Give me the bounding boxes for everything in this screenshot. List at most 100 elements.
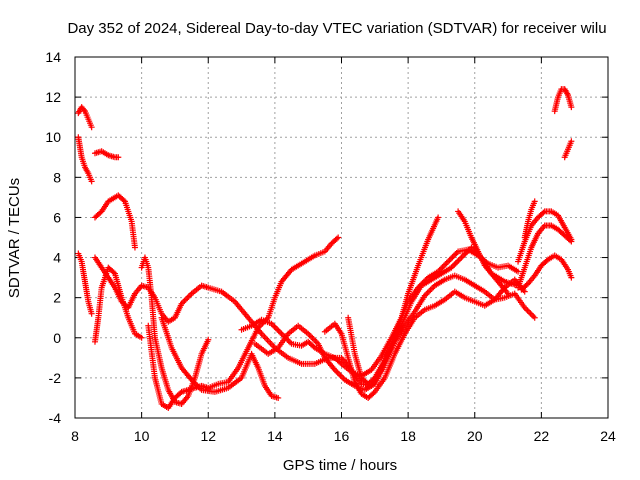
series-arc-i [145,234,342,411]
data-point [455,257,462,264]
data-point [521,288,528,295]
data-point [458,254,465,261]
y-tick-label: 10 [45,129,61,145]
data-point [540,209,547,216]
data-point [568,138,575,145]
data-point [567,237,574,244]
data-point [338,374,345,381]
data-point [456,255,463,262]
data-point [278,330,285,337]
y-tick-label: -4 [49,410,62,426]
y-tick-label: 0 [53,330,61,346]
data-point [524,307,531,314]
data-point [530,313,537,320]
data-point [452,260,459,267]
data-point [531,198,538,205]
data-point [88,124,95,131]
series-arc-q [515,222,575,291]
data-point [445,258,452,265]
series-arc-s [521,198,538,241]
series-arc-f [91,264,145,345]
y-tick-label: -2 [49,370,62,386]
data-point [568,104,575,111]
series-arc-p [515,208,575,265]
series-arc-o [455,208,522,289]
data-point [187,292,194,299]
y-tick-label: 2 [53,290,61,306]
y-tick-label: 6 [53,209,61,225]
data-point [428,285,435,292]
x-tick-label: 22 [534,428,550,444]
data-point [443,259,450,266]
x-tick-label: 12 [200,428,216,444]
data-point [435,214,442,221]
data-point [181,297,188,304]
data-point [459,253,466,260]
series-arc-g [91,214,442,389]
data-point [528,311,535,318]
x-axis-label: GPS time / hours [283,457,397,474]
data-point [277,329,284,336]
x-tick-label: 24 [600,428,616,444]
data-point [427,286,434,293]
y-axis-label: SDTVAR / TECUs [6,178,23,298]
x-tick-label: 14 [267,428,283,444]
data-point [526,308,533,315]
x-tick-label: 10 [134,428,150,444]
series-arc-e [75,250,95,317]
data-point [568,238,575,245]
x-tick-label: 8 [71,428,79,444]
data-point [334,369,341,376]
plot-frame [74,56,609,419]
data-point [271,323,278,330]
x-tick-label: 16 [334,428,350,444]
series-arc-d [91,192,138,251]
series-arc-t [551,86,575,115]
data-point [80,106,87,113]
y-tick-label: 8 [53,169,61,185]
y-tick-label: 4 [53,250,61,266]
data-point [449,254,456,261]
series-arc-u [561,138,575,161]
data-point [452,251,459,258]
data-point [337,372,344,379]
data-point [184,294,191,301]
data-point [275,327,282,334]
data-point [505,290,512,297]
data-point [308,333,315,340]
data-point [523,281,530,288]
series-arc-b [75,134,95,185]
y-tick-label: 14 [45,49,61,65]
data-point [531,314,538,321]
data-point [138,334,145,341]
data-point [185,293,192,300]
data-point [568,274,575,281]
data-point [527,310,534,317]
chart-title: Day 352 of 2024, Sidereal Day-to-day VTE… [67,20,606,37]
data-point [88,178,95,185]
grid-lines [75,57,608,418]
data-point [442,261,449,268]
data-point [115,154,122,161]
data-point [454,258,461,265]
x-tick-label: 18 [400,428,416,444]
y-axis-ticks: -4 -2 0 2 4 6 8 10 12 14 [45,49,608,426]
series-arc-n [345,244,512,387]
series-arc-k [238,246,522,379]
y-tick-label: 12 [45,89,61,105]
data-point [515,268,522,275]
x-tick-label: 20 [467,428,483,444]
series-arc-a [75,104,95,131]
x-axis-ticks: 8 10 12 14 16 18 20 22 24 [71,57,616,444]
series-arc-r [518,252,575,293]
data-point [309,335,316,342]
data-point [182,296,189,303]
data-point [205,336,212,343]
data-point [272,325,279,332]
data-point [335,234,342,241]
data-point [312,337,319,344]
data-point [120,197,127,204]
data-point [110,269,117,276]
series-arc-c [91,148,122,161]
